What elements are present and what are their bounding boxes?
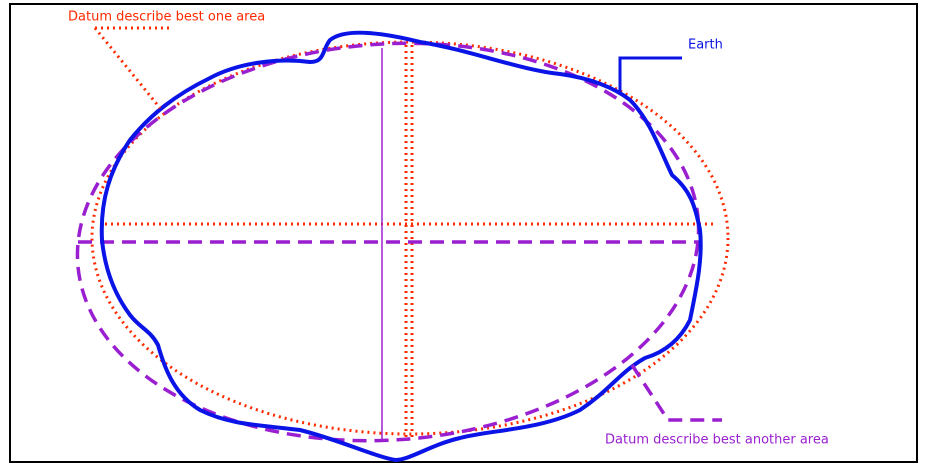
leader-line [618,56,682,92]
datum-one-ellipse [90,40,730,436]
label: Datum describe best another area [605,433,829,448]
earth-shape [99,30,703,463]
label: Earth [688,38,723,53]
leader-line [93,27,162,109]
leader-line [630,364,722,422]
label: Datum describe best one area [68,10,265,25]
frame [9,3,918,463]
